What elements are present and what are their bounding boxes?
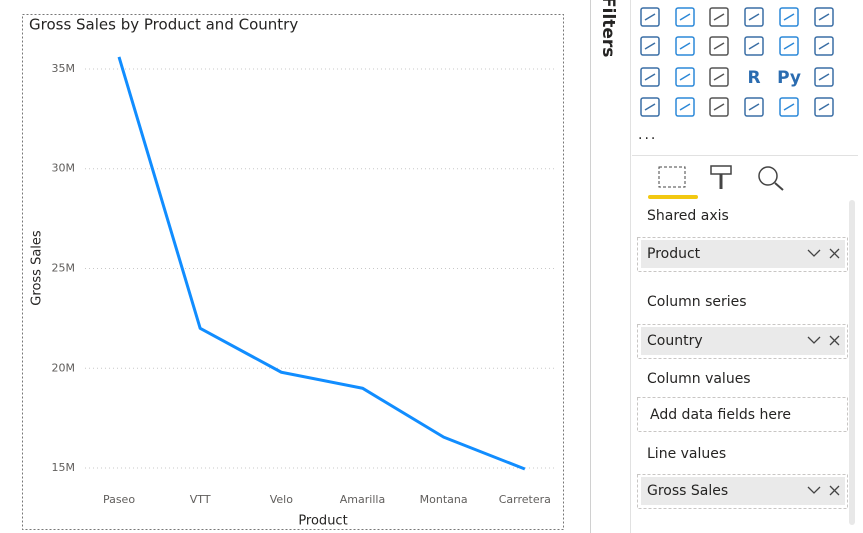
x-tick-label: Paseo	[103, 493, 135, 506]
visual-icon[interactable]	[675, 36, 695, 56]
well-label: Line values	[647, 446, 726, 462]
y-tick-label: 20M	[52, 361, 76, 374]
x-tick-label: Velo	[270, 493, 293, 506]
visual-icon-detail	[644, 103, 656, 111]
well-label: Column values	[647, 371, 751, 387]
filters-tab[interactable]: Filters	[598, 0, 618, 57]
fields-icon	[658, 166, 686, 188]
visual-icon-detail	[818, 13, 830, 21]
field-pill[interactable]	[641, 327, 845, 355]
visual-icon-detail	[644, 13, 656, 21]
x-tick-label: Carretera	[499, 493, 551, 506]
visual-icon-detail	[679, 42, 691, 50]
active-tab-underline	[648, 195, 698, 199]
visual-icon[interactable]	[640, 97, 660, 117]
field-name: Gross Sales	[647, 483, 728, 499]
remove-field[interactable]	[829, 335, 840, 346]
visual-icon[interactable]	[640, 36, 660, 56]
line-series	[117, 56, 526, 471]
field-name: Product	[647, 246, 701, 262]
x-tick-label: Montana	[420, 493, 468, 506]
visual-icon-detail	[713, 13, 725, 21]
filters-label: Filters	[598, 0, 618, 57]
visual-icon[interactable]	[709, 7, 729, 27]
visual-icon[interactable]	[779, 97, 799, 117]
visual-icon[interactable]	[814, 67, 834, 87]
fields-tab[interactable]	[658, 166, 686, 188]
format-tab[interactable]	[710, 165, 732, 189]
x-tick-label: VTT	[190, 493, 211, 506]
visual-icon-detail	[818, 103, 830, 111]
expand-chevron[interactable]	[807, 336, 821, 344]
visual-icon[interactable]	[779, 36, 799, 56]
visual-icon[interactable]	[744, 36, 764, 56]
r-visual-icon[interactable]: R	[747, 68, 760, 88]
visual-icon[interactable]	[640, 7, 660, 27]
analytics-tab[interactable]	[758, 166, 784, 191]
y-axis-title: Gross Sales	[30, 230, 45, 306]
more-visuals[interactable]: ...	[638, 127, 657, 143]
visual-icon-detail	[748, 42, 760, 50]
visual-icon-detail	[783, 13, 795, 21]
visual-icon-detail	[783, 103, 795, 111]
field-name: Country	[647, 333, 703, 349]
visual-icons: R Py	[640, 7, 834, 117]
x-tick-label: Amarilla	[340, 493, 385, 506]
well-label: Shared axis	[647, 208, 729, 224]
visual-icon[interactable]	[709, 97, 729, 117]
plot: 15M 20M 25M 30M 35M Paseo VTT Velo Amarilla Monta…	[52, 56, 555, 506]
y-tick-label: 35M	[52, 62, 76, 75]
visual-icon[interactable]	[814, 7, 834, 27]
visual-icon-detail	[713, 103, 725, 111]
x-axis-title: Product	[298, 514, 347, 529]
python-visual-icon[interactable]: Py	[777, 68, 801, 88]
visual-icon[interactable]	[814, 97, 834, 117]
remove-field[interactable]	[829, 485, 840, 496]
scrollbar[interactable]	[849, 200, 855, 525]
analytics-icon-handle	[774, 182, 784, 191]
field-pill[interactable]	[641, 477, 845, 505]
visual-icon[interactable]	[744, 97, 764, 117]
visual-icon[interactable]	[814, 36, 834, 56]
field-wells: Shared axis Product Column series Country Co…	[637, 208, 848, 509]
expand-chevron[interactable]	[807, 486, 821, 494]
well-label: Column series	[647, 294, 747, 310]
remove-field[interactable]	[829, 248, 840, 259]
visual-icon-detail	[713, 42, 725, 50]
visual-icon-detail	[818, 42, 830, 50]
visual-icon[interactable]	[744, 7, 764, 27]
visual-icon-detail	[644, 73, 656, 81]
visual-icon[interactable]	[675, 97, 695, 117]
visual-icon[interactable]	[709, 36, 729, 56]
analytics-icon	[758, 166, 778, 186]
visual-icon-detail	[644, 42, 656, 50]
visual-icon[interactable]	[675, 7, 695, 27]
well-placeholder: Add data fields here	[650, 407, 791, 423]
y-tick-label: 15M	[52, 461, 76, 474]
field-pill[interactable]	[641, 240, 845, 268]
chart-title: Gross Sales by Product and Country	[29, 16, 298, 34]
visual-icon-detail	[713, 73, 725, 81]
visual-icon-detail	[748, 103, 760, 111]
visual-icon[interactable]	[640, 67, 660, 87]
visual-icon[interactable]	[709, 67, 729, 87]
expand-chevron[interactable]	[807, 249, 821, 257]
visual-icon-detail	[783, 42, 795, 50]
visual-icon[interactable]	[675, 67, 695, 87]
y-tick-label: 30M	[52, 162, 76, 175]
visual-icon-detail	[679, 13, 691, 21]
y-tick-label: 25M	[52, 261, 76, 274]
visual-icon-detail	[679, 103, 691, 111]
visual-icon-detail	[748, 13, 760, 21]
visual-icon-detail	[818, 73, 830, 81]
visual-icon-detail	[679, 73, 691, 81]
well-box[interactable]	[637, 397, 848, 432]
visual-icon[interactable]	[779, 7, 799, 27]
